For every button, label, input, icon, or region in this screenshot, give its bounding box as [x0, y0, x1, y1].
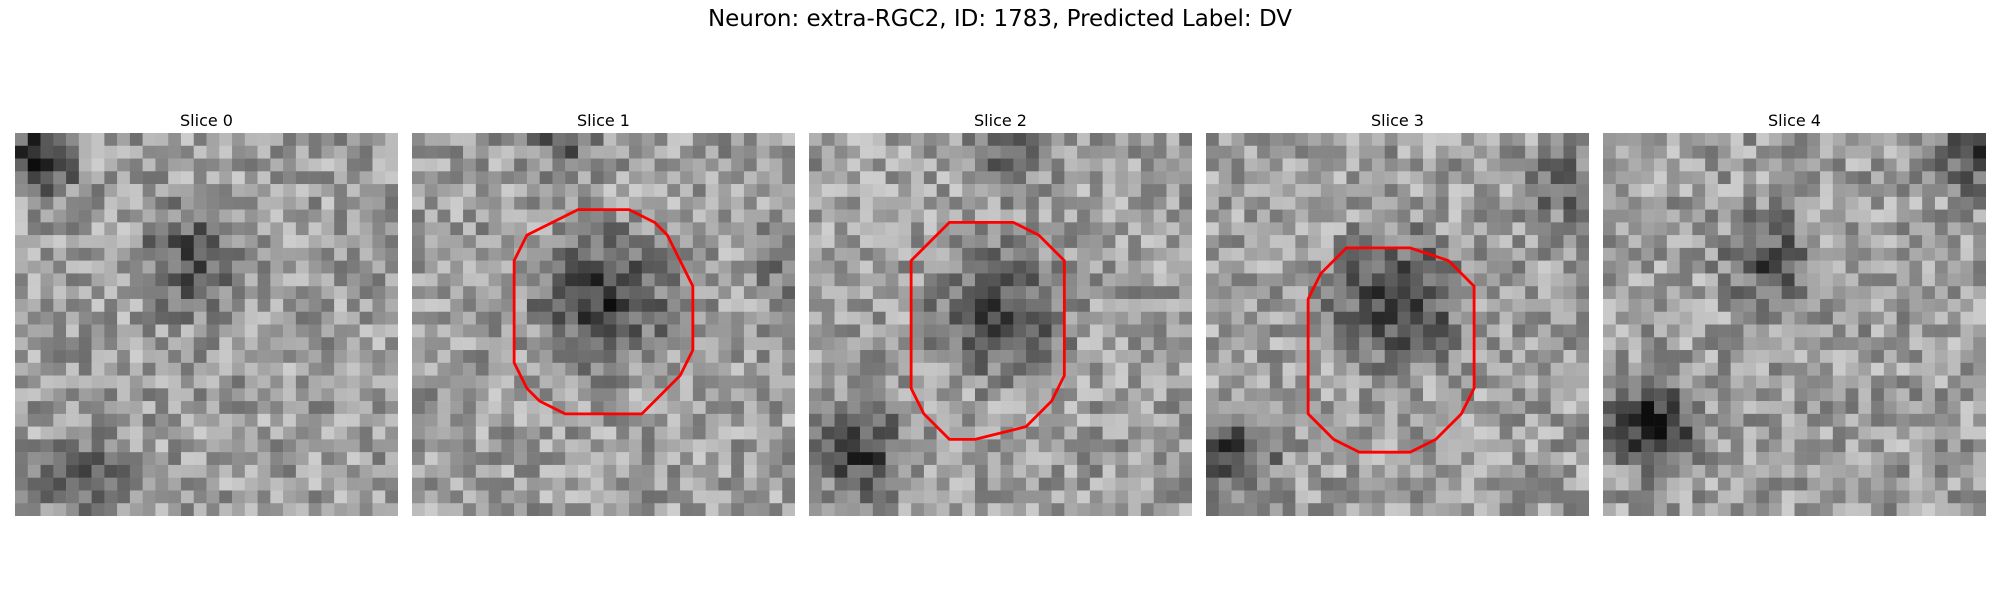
slice-image	[15, 133, 398, 516]
slice-title: Slice 2	[974, 111, 1027, 130]
slice-panel-1: Slice 1	[412, 109, 795, 516]
slice-panel-3: Slice 3	[1206, 109, 1589, 516]
slice-title: Slice 3	[1371, 111, 1424, 130]
cell-contour	[1306, 246, 1476, 454]
cell-contour	[909, 220, 1066, 441]
slice-panel-2: Slice 2	[809, 109, 1192, 516]
slice-image	[1603, 133, 1986, 516]
cell-contour	[512, 208, 695, 416]
slice-image	[809, 133, 1192, 516]
slice-panel-0: Slice 0	[15, 109, 398, 516]
slice-title: Slice 4	[1768, 111, 1821, 130]
slice-title: Slice 0	[180, 111, 233, 130]
slice-image	[1206, 133, 1589, 516]
slice-panel-4: Slice 4	[1603, 109, 1986, 516]
figure-title: Neuron: extra-RGC2, ID: 1783, Predicted …	[707, 6, 1293, 32]
slice-title: Slice 1	[577, 111, 630, 130]
slice-image	[412, 133, 795, 516]
